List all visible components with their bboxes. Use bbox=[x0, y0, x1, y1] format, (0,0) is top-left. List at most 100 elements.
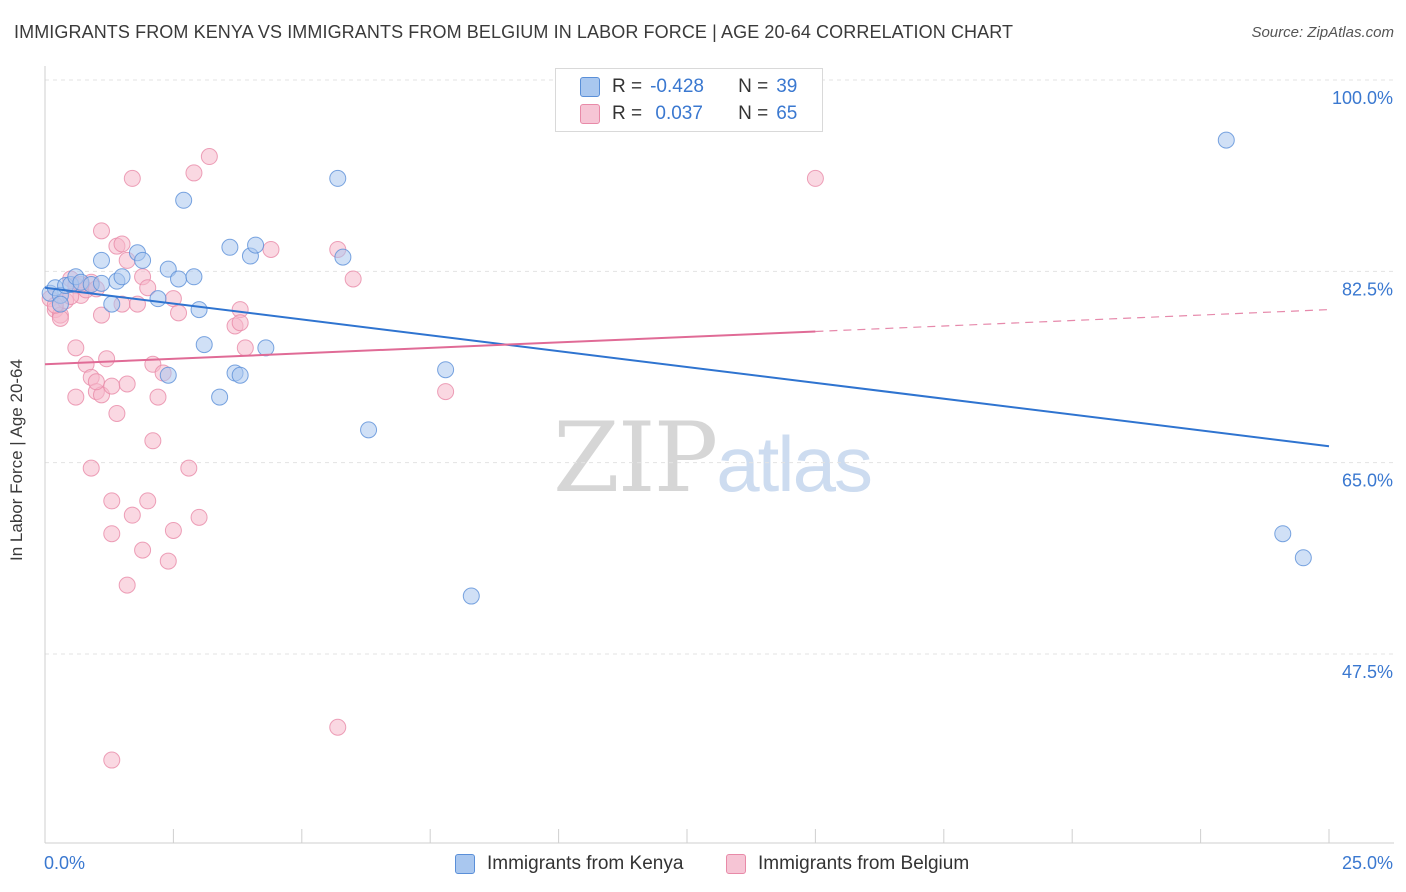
belgium-trend-line bbox=[44, 330, 816, 366]
kenya-r-value: -0.428 bbox=[650, 76, 704, 97]
kenya-legend-swatch bbox=[455, 854, 475, 874]
belgium-point-54 bbox=[437, 383, 455, 401]
kenya-point-22 bbox=[195, 336, 213, 354]
kenya-point-17 bbox=[159, 260, 177, 278]
kenya-point-8 bbox=[92, 274, 110, 292]
belgium-point-30 bbox=[123, 506, 141, 524]
belgium-point-17 bbox=[92, 222, 110, 240]
y-tick-label-2: 82.5% bbox=[1342, 279, 1393, 299]
belgium-n-label: N = bbox=[738, 103, 769, 124]
belgium-point-51 bbox=[262, 240, 280, 258]
belgium-point-56 bbox=[103, 751, 121, 769]
kenya-point-28 bbox=[247, 236, 265, 254]
belgium-point-43 bbox=[170, 304, 188, 322]
belgium-points bbox=[41, 148, 824, 769]
belgium-point-10 bbox=[67, 339, 85, 357]
kenya-point-19 bbox=[175, 191, 193, 209]
belgium-point-18 bbox=[92, 306, 110, 324]
belgium-point-28 bbox=[118, 576, 136, 594]
belgium-point-42 bbox=[164, 521, 182, 539]
kenya-n-label: N = bbox=[738, 76, 769, 97]
belgium-r-label: R = bbox=[612, 103, 643, 124]
belgium-swatch bbox=[580, 104, 600, 124]
kenya-point-24 bbox=[221, 238, 239, 256]
grid-lines bbox=[45, 79, 1394, 655]
kenya-point-20 bbox=[185, 268, 203, 286]
kenya-points bbox=[41, 131, 1312, 605]
belgium-point-35 bbox=[139, 279, 157, 297]
kenya-n-value: 39 bbox=[776, 76, 798, 97]
belgium-point-46 bbox=[190, 508, 208, 526]
belgium-point-40 bbox=[159, 552, 177, 570]
kenya-point-18 bbox=[170, 270, 188, 288]
kenya-point-30 bbox=[329, 169, 347, 187]
belgium-point-55 bbox=[806, 169, 824, 187]
correlation-legend: R = -0.428 N = 39 R = 0.037 N = 65 bbox=[555, 68, 823, 132]
kenya-point-21 bbox=[190, 301, 208, 319]
belgium-point-11 bbox=[67, 388, 85, 406]
kenya-legend-label: Immigrants from Kenya bbox=[487, 853, 684, 874]
kenya-point-38 bbox=[51, 295, 69, 313]
belgium-point-13 bbox=[82, 459, 100, 477]
kenya-point-35 bbox=[1217, 131, 1235, 149]
kenya-point-15 bbox=[149, 290, 167, 308]
belgium-trend-extension bbox=[815, 309, 1330, 333]
y-axis-label: In Labor Force | Age 20-64 bbox=[7, 359, 26, 561]
belgium-point-36 bbox=[139, 492, 157, 510]
kenya-point-36 bbox=[1274, 525, 1292, 543]
belgium-r-value: 0.037 bbox=[650, 103, 703, 124]
belgium-point-20 bbox=[103, 377, 121, 395]
watermark: ZIPatlas bbox=[553, 402, 873, 514]
belgium-point-24 bbox=[103, 492, 121, 510]
y-tick-label-3: 100.0% bbox=[1332, 88, 1393, 108]
kenya-point-12 bbox=[92, 251, 110, 269]
belgium-point-38 bbox=[144, 432, 162, 450]
kenya-point-31 bbox=[334, 248, 352, 266]
belgium-point-26 bbox=[113, 235, 131, 253]
legend-row-belgium: R = 0.037 N = 65 bbox=[580, 100, 797, 128]
belgium-legend-label: Immigrants from Belgium bbox=[758, 853, 970, 874]
belgium-point-64 bbox=[87, 373, 105, 391]
belgium-point-47 bbox=[200, 148, 218, 166]
belgium-point-44 bbox=[180, 459, 198, 477]
trend-lines bbox=[44, 286, 1330, 448]
kenya-swatch bbox=[580, 77, 600, 97]
belgium-point-21 bbox=[103, 525, 121, 543]
belgium-point-34 bbox=[134, 541, 152, 559]
bottom-legend-kenya: Immigrants from Kenya bbox=[455, 850, 683, 878]
source-credit: Source: ZipAtlas.com bbox=[1251, 24, 1394, 41]
x-tick-label-min: 0.0% bbox=[44, 853, 85, 873]
belgium-point-39 bbox=[149, 388, 167, 406]
belgium-point-50 bbox=[236, 339, 254, 357]
belgium-point-25 bbox=[108, 404, 126, 422]
kenya-point-9 bbox=[103, 295, 121, 313]
belgium-point-31 bbox=[123, 169, 141, 187]
belgium-point-62 bbox=[231, 314, 249, 332]
kenya-point-29 bbox=[257, 339, 275, 357]
watermark-atlas: atlas bbox=[716, 420, 873, 508]
kenya-point-23 bbox=[211, 388, 229, 406]
belgium-n-value: 65 bbox=[776, 103, 798, 124]
tick-labels: 47.5% 65.0% 82.5% 100.0% 0.0% 25.0% bbox=[44, 88, 1393, 873]
belgium-point-53 bbox=[344, 270, 362, 288]
chart-title: IMMIGRANTS FROM KENYA VS IMMIGRANTS FROM… bbox=[14, 22, 1014, 42]
axes bbox=[44, 66, 1394, 844]
kenya-point-32 bbox=[360, 421, 378, 439]
kenya-point-16 bbox=[159, 366, 177, 384]
belgium-point-45 bbox=[185, 164, 203, 182]
kenya-point-11 bbox=[113, 268, 131, 286]
y-tick-label-1: 65.0% bbox=[1342, 471, 1393, 491]
kenya-point-37 bbox=[1294, 549, 1312, 567]
belgium-point-27 bbox=[118, 375, 136, 393]
legend-row-kenya: R = -0.428 N = 39 bbox=[580, 73, 797, 101]
kenya-r-label: R = bbox=[612, 76, 643, 97]
kenya-point-26 bbox=[231, 366, 249, 384]
belgium-legend-swatch bbox=[726, 854, 746, 874]
watermark-zip: ZIP bbox=[553, 402, 718, 514]
belgium-point-19 bbox=[98, 350, 116, 368]
y-tick-label-0: 47.5% bbox=[1342, 662, 1393, 682]
kenya-point-34 bbox=[462, 587, 480, 605]
kenya-trend-line bbox=[44, 286, 1330, 448]
kenya-point-14 bbox=[134, 251, 152, 269]
